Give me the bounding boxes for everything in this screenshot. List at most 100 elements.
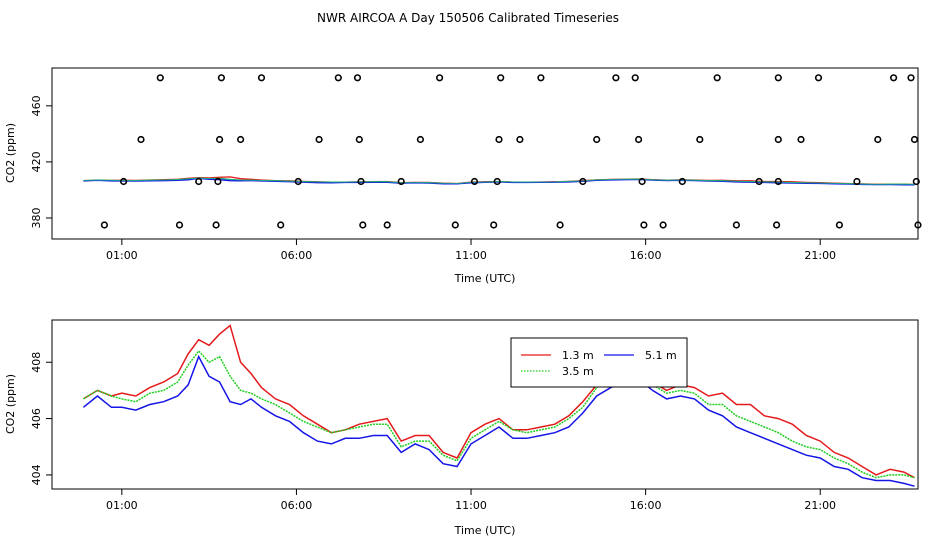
outlier-point — [277, 221, 285, 229]
outlier-point — [537, 74, 545, 82]
outlier-point — [912, 177, 920, 186]
bottom-x-axis: 01:00 06:00 11:00 16:00 21:00 — [106, 489, 836, 512]
outlier-point — [357, 177, 365, 186]
bottom-plot-frame — [51, 319, 919, 490]
outlier-point — [516, 135, 524, 144]
outlier-point — [217, 74, 225, 82]
bottom-x-tick-label: 06:00 — [281, 499, 313, 512]
top-y-tick-label: 380 — [30, 207, 43, 228]
outlier-point — [212, 221, 220, 229]
outlier-point — [100, 221, 108, 229]
top-y-tick-label: 420 — [30, 151, 43, 172]
bottom-x-tick-label: 16:00 — [630, 499, 662, 512]
outlier-point — [696, 135, 704, 144]
legend-label-1-3m: 1.3 m — [562, 349, 594, 362]
outlier-point — [490, 221, 498, 229]
outlier-point — [470, 177, 479, 186]
chart-title: NWR AIRCOA A Day 150506 Calibrated Times… — [317, 11, 619, 25]
outlier-point — [497, 74, 505, 82]
top-x-axis: 01:00 06:00 11:00 16:00 21:00 — [106, 239, 836, 262]
outlier-point — [436, 74, 444, 82]
bottom-x-tick-label: 11:00 — [455, 499, 487, 512]
bottom-x-tick-label: 01:00 — [106, 499, 138, 512]
outlier-point — [755, 177, 763, 186]
outlier-point — [631, 74, 639, 82]
outlier-point — [495, 135, 503, 144]
outlier-point — [416, 135, 425, 144]
outlier-point — [195, 177, 203, 186]
top-y-tick-label: 460 — [30, 95, 43, 116]
outlier-point — [889, 74, 898, 82]
top-series-line — [83, 177, 915, 185]
bottom-y-tick-label: 404 — [30, 464, 43, 485]
outlier-point — [334, 74, 342, 82]
outlier-point — [383, 221, 391, 229]
outlier-point — [713, 74, 721, 82]
outlier-point — [772, 221, 781, 229]
bottom-x-tick-label: 21:00 — [804, 499, 836, 512]
outlier-point — [397, 177, 405, 186]
bottom-y-axis-label: CO2 (ppm) — [4, 374, 17, 434]
outlier-point — [612, 74, 620, 82]
legend-label-3-5m: 3.5 m — [562, 365, 594, 378]
top-x-tick-label: 01:00 — [106, 249, 138, 262]
outlier-point — [634, 135, 643, 144]
outlier-point — [835, 221, 844, 229]
outlier-point — [797, 135, 805, 144]
series-line-1-3-m — [83, 324, 915, 479]
outlier-point — [678, 177, 686, 186]
top-x-tick-label: 11:00 — [455, 249, 487, 262]
outlier-point — [814, 74, 823, 82]
outlier-point — [216, 135, 224, 144]
outlier-point — [175, 221, 184, 229]
top-outlier-points — [100, 74, 922, 229]
outlier-point — [359, 221, 367, 229]
outlier-point — [640, 221, 648, 229]
legend: 1.3 m 5.1 m 3.5 m — [510, 337, 688, 388]
outlier-point — [493, 177, 501, 186]
legend-label-5-1m: 5.1 m — [645, 349, 677, 362]
outlier-point — [353, 74, 362, 82]
outlier-point — [137, 135, 145, 144]
outlier-point — [237, 135, 245, 144]
outlier-point — [638, 177, 646, 186]
top-x-tick-label: 06:00 — [281, 249, 313, 262]
outlier-point — [910, 135, 919, 144]
legend-box — [510, 337, 688, 388]
outlier-point — [355, 135, 363, 144]
top-x-axis-label: Time (UTC) — [454, 272, 516, 285]
outlier-point — [593, 135, 601, 144]
bottom-y-tick-label: 406 — [30, 408, 43, 429]
outlier-point — [119, 177, 128, 186]
top-series-lines — [83, 176, 915, 186]
top-plot-frame — [51, 67, 919, 240]
series-line-5-1-m — [82, 354, 915, 487]
outlier-point — [774, 135, 782, 144]
outlier-point — [853, 177, 861, 186]
series-line-3-5-m — [83, 349, 915, 479]
bottom-y-axis: 404 406 408 — [30, 352, 52, 485]
outlier-point — [315, 135, 323, 144]
outlier-point — [214, 177, 222, 186]
outlier-point — [914, 221, 922, 229]
top-y-axis: 380 420 460 — [30, 95, 52, 228]
outlier-point — [579, 177, 587, 186]
outlier-point — [774, 74, 782, 82]
top-x-tick-label: 16:00 — [630, 249, 662, 262]
bottom-series-lines — [82, 324, 915, 487]
top-panel: 01:00 06:00 11:00 16:00 21:00 380 420 460 Time… — [4, 67, 922, 285]
outlier-point — [451, 221, 459, 229]
outlier-point — [874, 135, 882, 144]
outlier-point — [257, 74, 266, 82]
bottom-x-axis-label: Time (UTC) — [454, 524, 516, 537]
outlier-point — [907, 74, 915, 82]
outlier-point — [294, 177, 302, 186]
top-y-axis-label: CO2 (ppm) — [4, 123, 17, 183]
bottom-panel: 01:00 06:00 11:00 16:00 21:00 404 406 408 Time… — [4, 319, 919, 537]
outlier-point — [732, 221, 741, 229]
top-x-tick-label: 21:00 — [804, 249, 836, 262]
bottom-y-tick-label: 408 — [30, 352, 43, 373]
outlier-point — [156, 74, 164, 82]
outlier-point — [659, 221, 667, 229]
